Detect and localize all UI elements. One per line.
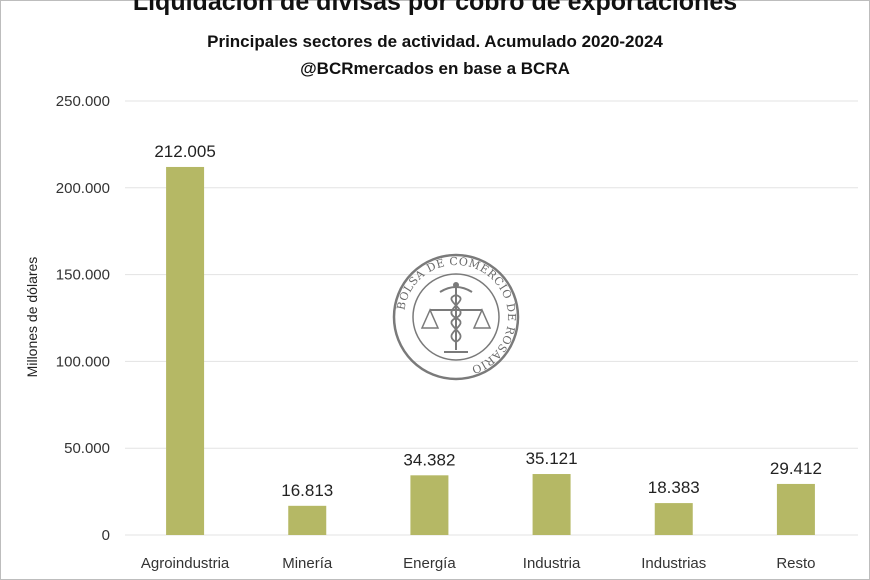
y-tick-label: 200.000 — [56, 180, 110, 197]
bars — [166, 166, 815, 535]
chart-subtitle: Principales sectores de actividad. Acumu… — [207, 32, 663, 51]
data-label: 29.412 — [770, 459, 822, 478]
y-axis-label: Millones de dólares — [24, 257, 40, 378]
bar-industria — [532, 474, 571, 535]
y-tick-label: 250.000 — [56, 93, 110, 110]
category-label: Minería — [282, 555, 333, 572]
chart-title: Liquidación de divisas por cobro de expo… — [132, 0, 738, 16]
data-label: 212.005 — [154, 142, 215, 161]
data-label: 16.813 — [281, 481, 333, 500]
data-labels: 212.005 16.813 34.382 35.121 18.383 29.412 — [154, 142, 822, 500]
category-labels: Agroindustria Minería Energía Industria Indu… — [141, 555, 816, 572]
data-label: 35.121 — [526, 449, 578, 468]
data-label: 18.383 — [648, 478, 700, 497]
y-axis-ticks: 0 50.000 100.000 150.000 200.000 250.000 — [56, 93, 110, 544]
category-label: Agroindustria — [141, 555, 230, 572]
category-label: Energía — [403, 555, 456, 572]
gridlines — [125, 100, 858, 536]
bar-minería — [288, 505, 327, 535]
category-label: Industrias — [641, 555, 706, 572]
bar-industrias — [654, 503, 693, 535]
chart-source: @BCRmercados en base a BCRA — [300, 59, 570, 78]
bar-energía — [410, 475, 449, 535]
category-label: Industria — [523, 555, 581, 572]
y-tick-label: 100.000 — [56, 353, 110, 370]
category-label: Resto — [776, 555, 815, 572]
bcr-seal-icon: BOLSA DE COMERCIO DE ROSARIO — [392, 253, 520, 381]
bar-agroindustria — [166, 166, 205, 535]
y-tick-label: 150.000 — [56, 267, 110, 284]
y-tick-label: 0 — [102, 527, 110, 544]
data-label: 34.382 — [403, 450, 455, 469]
y-tick-label: 50.000 — [64, 440, 110, 457]
bar-resto — [776, 483, 815, 535]
